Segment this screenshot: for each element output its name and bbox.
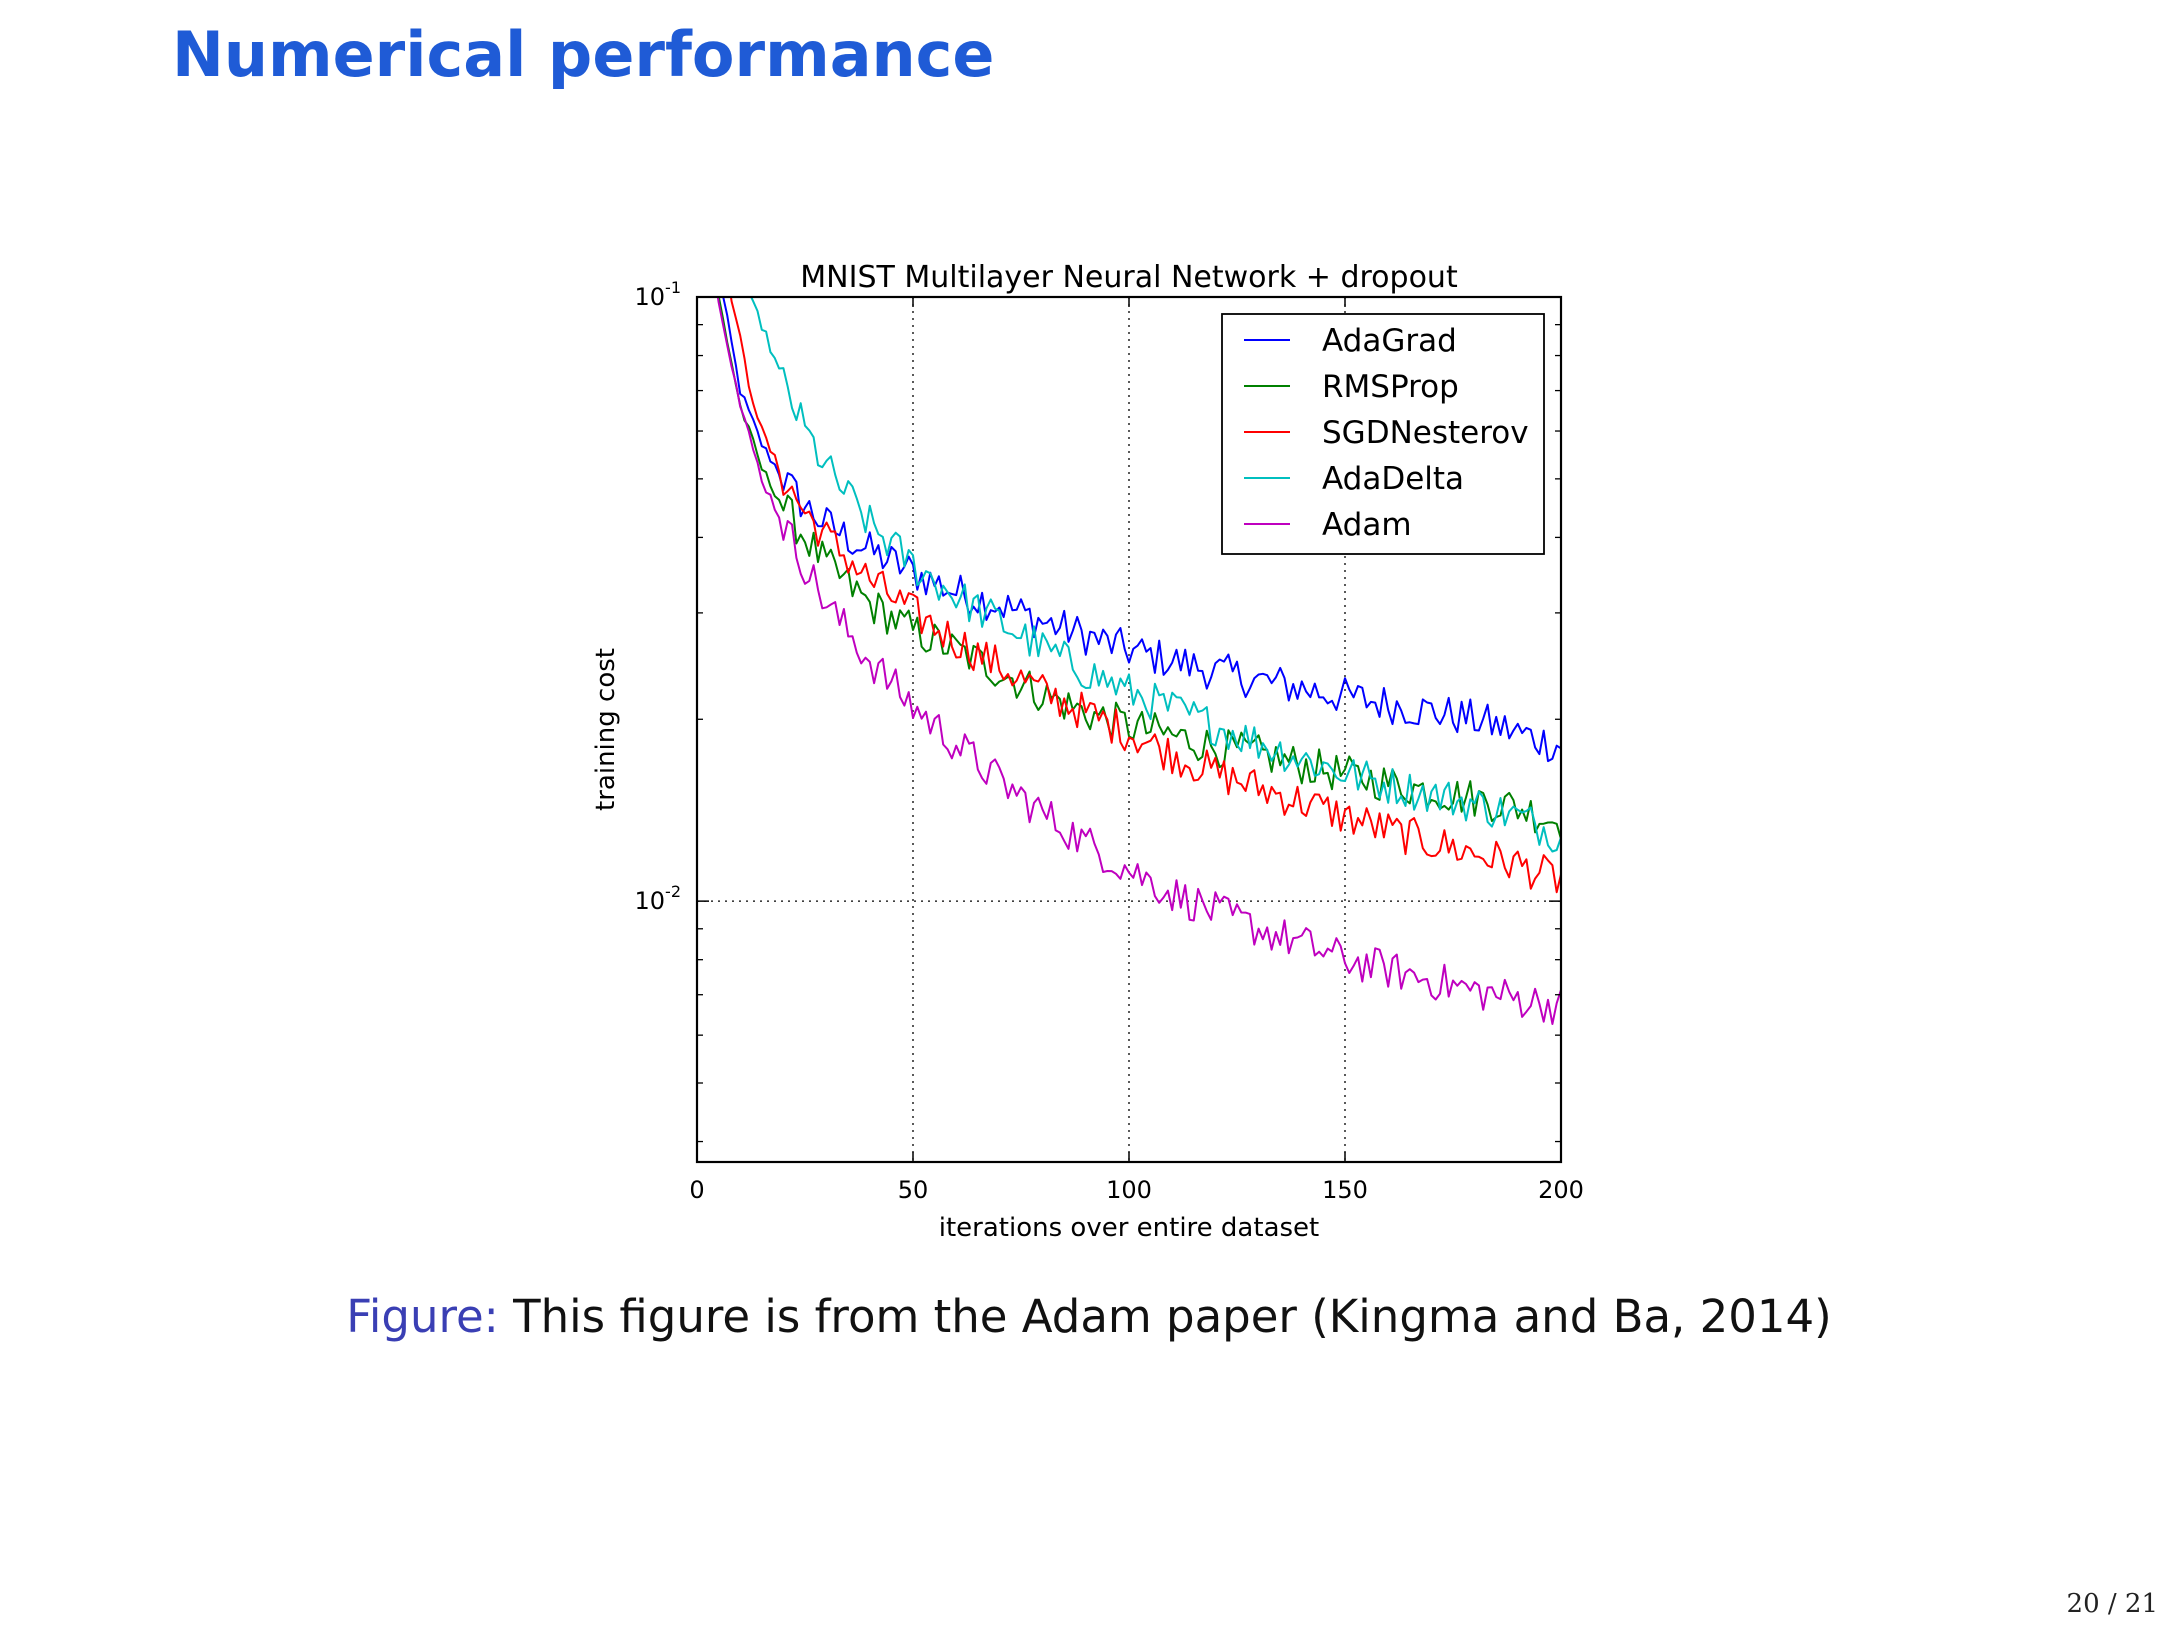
axis-ticks: 0 50 100 150 200 10-1 10-2 — [635, 278, 1584, 1204]
series-line-sgdnesterov — [729, 297, 1561, 894]
x-tick-label: 100 — [1106, 1176, 1152, 1204]
legend-label: AdaDelta — [1322, 461, 1464, 497]
legend-box — [1221, 313, 1545, 555]
series-line-adam — [716, 297, 1561, 1025]
figure-caption: Figure: This figure is from the Adam pap… — [0, 1290, 2178, 1343]
x-tick-label: 200 — [1538, 1176, 1584, 1204]
y-tick-label: 10-2 — [635, 882, 682, 915]
page-number: 20 / 21 — [2066, 1589, 2158, 1619]
caption-text: This figure is from the Adam paper (King… — [498, 1290, 1832, 1343]
series-line-adadelta — [750, 297, 1561, 853]
x-tick-label: 150 — [1322, 1176, 1368, 1204]
legend-label: SGDNesterov — [1322, 415, 1529, 451]
legend-label: AdaGrad — [1322, 323, 1457, 359]
chart-title: MNIST Multilayer Neural Network + dropou… — [800, 260, 1458, 295]
series-lines — [716, 297, 1561, 1025]
y-tick-label: 10-1 — [635, 278, 682, 311]
legend-label: Adam — [1322, 507, 1412, 543]
series-line-adagrad — [722, 297, 1561, 763]
y-axis-label: training cost — [591, 648, 621, 811]
series-line-rmsprop — [717, 297, 1561, 840]
x-axis-label: iterations over entire dataset — [939, 1213, 1319, 1243]
caption-label: Figure: — [346, 1290, 499, 1343]
legend-label: RMSProp — [1322, 369, 1459, 405]
slide-title: Numerical performance — [172, 18, 995, 91]
legend: AdaGrad RMSProp SGDNesterov AdaDelta Adam — [1221, 313, 1545, 555]
x-tick-label: 50 — [898, 1176, 929, 1204]
x-tick-label: 0 — [689, 1176, 704, 1204]
